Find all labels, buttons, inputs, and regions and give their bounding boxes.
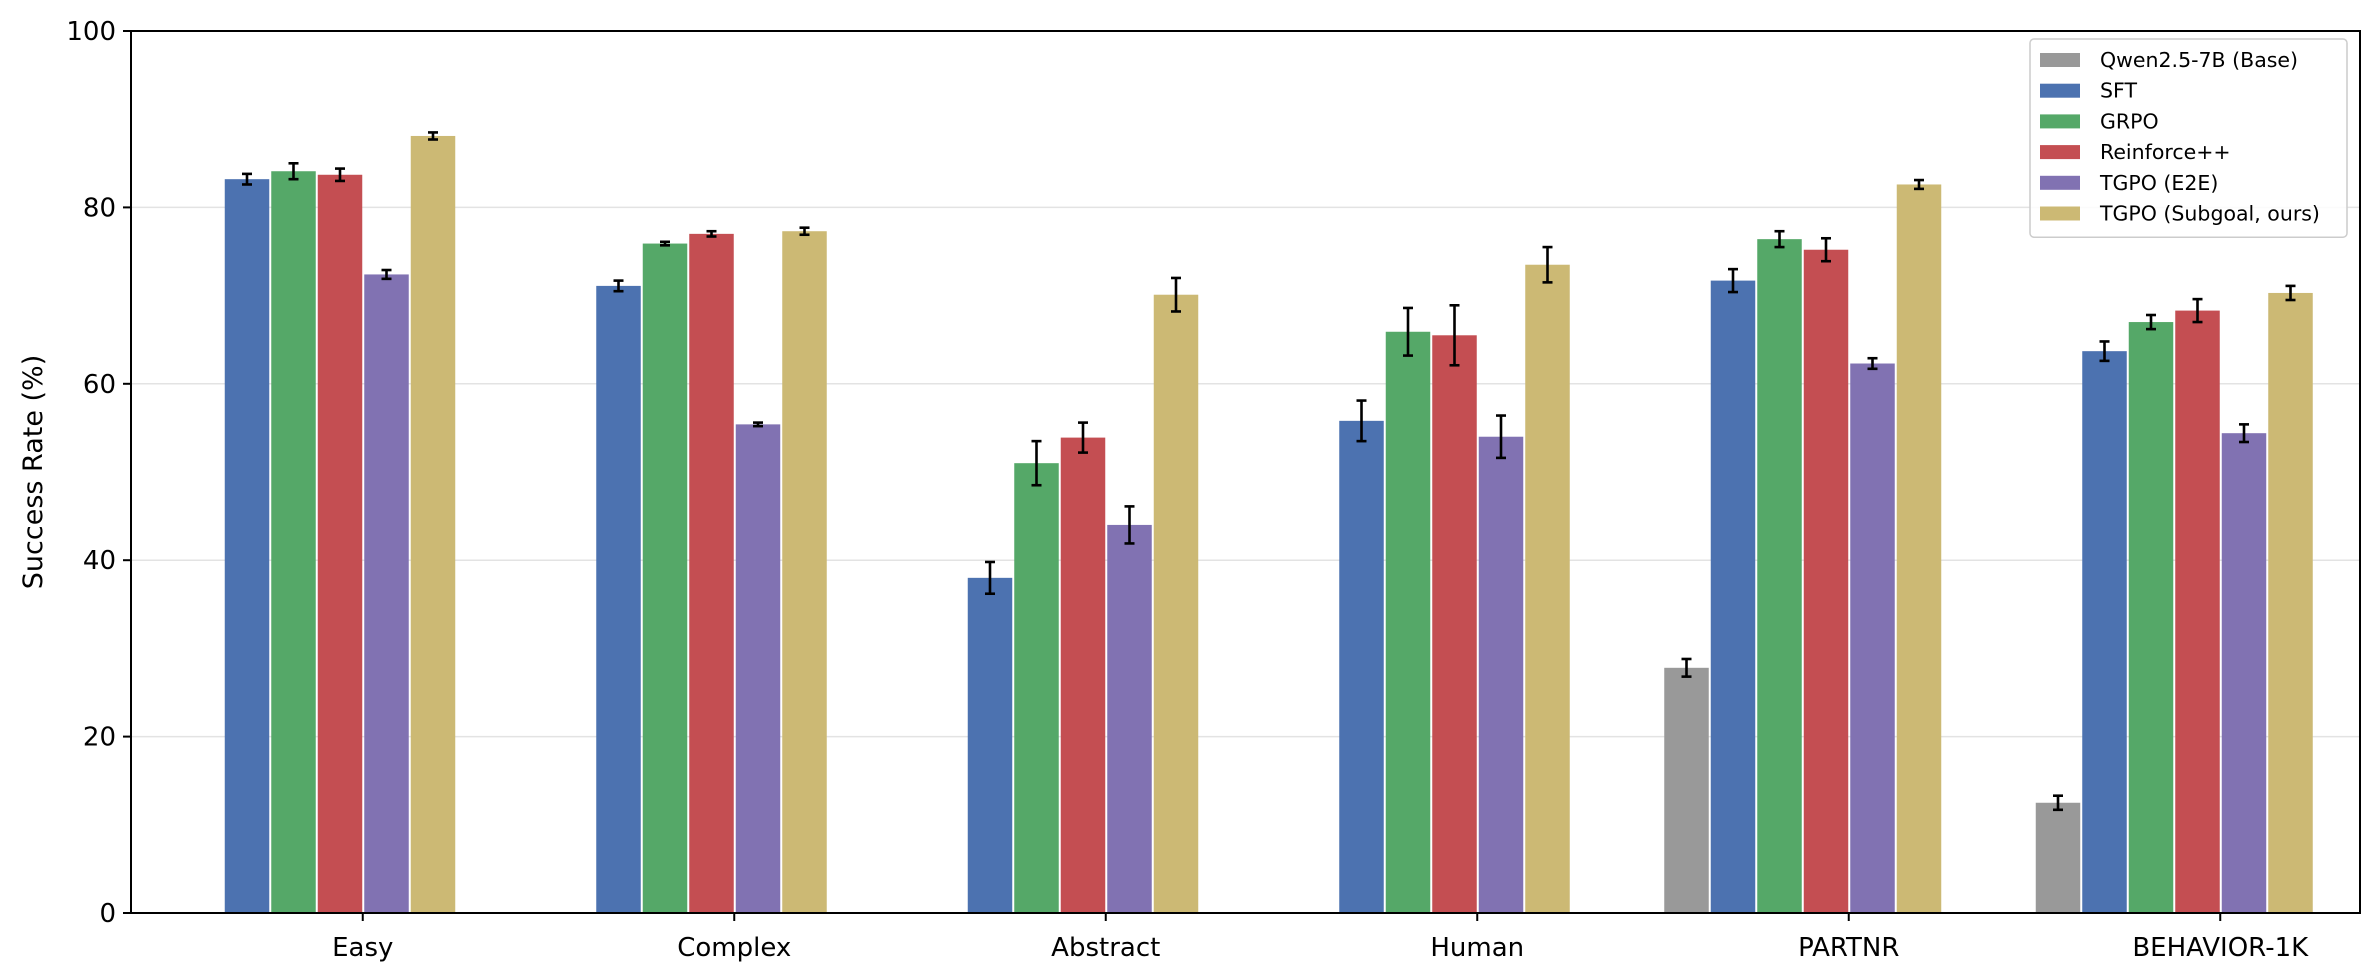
bar — [1153, 294, 1199, 913]
legend-swatch — [2040, 175, 2080, 190]
legend-swatch — [2040, 206, 2080, 221]
error-bar — [1774, 229, 1785, 249]
x-tick-label: Easy — [332, 933, 393, 963]
bar — [1014, 463, 1059, 913]
bar — [1896, 184, 1942, 913]
error-bar — [1867, 356, 1878, 371]
error-bar — [2285, 284, 2296, 302]
y-axis: 0 20 40 60 80 100 — [66, 17, 131, 929]
bar — [1803, 249, 1849, 914]
error-bar — [1449, 304, 1460, 367]
error-bar — [242, 172, 252, 186]
y-tick-label: 100 — [66, 17, 116, 47]
error-bar — [799, 226, 810, 237]
y-tick-label: 20 — [83, 723, 116, 753]
bar — [271, 171, 316, 913]
bar — [1385, 331, 1431, 914]
y-tick-label: 60 — [83, 370, 116, 400]
error-bar — [335, 167, 345, 183]
error-bar — [2099, 340, 2110, 363]
bar — [642, 243, 688, 913]
bar — [1850, 363, 1895, 913]
legend-label: SFT — [2100, 79, 2137, 103]
x-axis: Easy Complex Abstract Human PARTNR BEHAVIOR-1… — [332, 913, 2309, 963]
error-bar — [1124, 505, 1135, 545]
error-bar — [1356, 399, 1367, 443]
error-bar — [1914, 178, 1924, 191]
bar — [317, 174, 363, 914]
bar — [1339, 420, 1384, 913]
bar — [224, 179, 270, 913]
bar — [782, 231, 827, 914]
error-bar — [1078, 421, 1088, 454]
error-bar — [2053, 794, 2063, 812]
bar — [1710, 280, 1756, 914]
legend-swatch — [2040, 53, 2080, 67]
x-tick-label: PARTNR — [1798, 933, 1899, 963]
bar — [1664, 667, 1709, 913]
bar — [364, 274, 409, 913]
error-bars — [242, 131, 2296, 812]
bar — [1432, 335, 1477, 913]
legend-label: Qwen2.5-7B (Base) — [2100, 48, 2298, 72]
error-bar — [660, 240, 670, 247]
bar — [2128, 322, 2174, 913]
error-bar — [428, 131, 438, 141]
bar — [410, 135, 456, 913]
error-bar — [2146, 313, 2156, 331]
x-tick-label: Abstract — [1051, 933, 1160, 963]
error-bar — [1542, 245, 1553, 284]
bar — [2268, 292, 2313, 914]
bar — [967, 577, 1013, 913]
error-bar — [1496, 414, 1506, 460]
x-tick-label: Complex — [677, 933, 791, 963]
bar — [1525, 264, 1570, 914]
error-bar — [2239, 423, 2249, 444]
error-bar — [985, 560, 995, 596]
legend-label: TGPO (Subgoal, ours) — [2099, 202, 2320, 226]
error-bar — [288, 162, 299, 181]
bar — [2035, 802, 2081, 913]
legend-label: GRPO — [2100, 109, 2159, 133]
bar — [2082, 351, 2127, 913]
error-bar — [1681, 657, 1692, 678]
bars — [224, 135, 2313, 914]
legend-swatch — [2040, 83, 2080, 98]
error-bar — [613, 279, 624, 293]
legend-swatch — [2040, 145, 2080, 160]
legend-swatch — [2040, 114, 2080, 129]
y-tick-label: 0 — [99, 899, 116, 929]
bar — [735, 424, 781, 913]
error-bar — [1403, 306, 1413, 357]
bar — [1060, 437, 1106, 913]
error-bar — [1728, 267, 1738, 294]
legend-label: TGPO (E2E) — [2099, 171, 2218, 195]
legend-frame — [2029, 38, 2348, 238]
bar — [689, 233, 734, 914]
x-tick-label: BEHAVIOR-1K — [2132, 933, 2309, 963]
bar — [1107, 524, 1152, 913]
y-axis-label: Success Rate (%) — [18, 355, 49, 589]
y-tick-label: 40 — [83, 546, 116, 576]
bar — [596, 285, 641, 913]
bar — [1757, 239, 1802, 914]
y-tick-label: 80 — [83, 193, 116, 223]
error-bar — [753, 421, 763, 428]
error-bar — [1031, 439, 1042, 487]
grid — [131, 206, 2360, 738]
bar — [2175, 310, 2220, 913]
bar — [2221, 433, 2267, 913]
legend: Qwen2.5-7B (Base) SFT GRPO Reinforce++ TGPO … — [2029, 38, 2348, 238]
x-tick-label: Human — [1430, 933, 1524, 963]
error-bar — [2192, 297, 2203, 324]
legend-label: Reinforce++ — [2100, 140, 2231, 164]
error-bar — [1171, 276, 1181, 313]
error-bar — [1821, 236, 1831, 263]
bar — [1478, 436, 1524, 913]
error-bar — [381, 268, 392, 281]
error-bar — [706, 229, 717, 238]
plot-frame — [130, 30, 2361, 914]
